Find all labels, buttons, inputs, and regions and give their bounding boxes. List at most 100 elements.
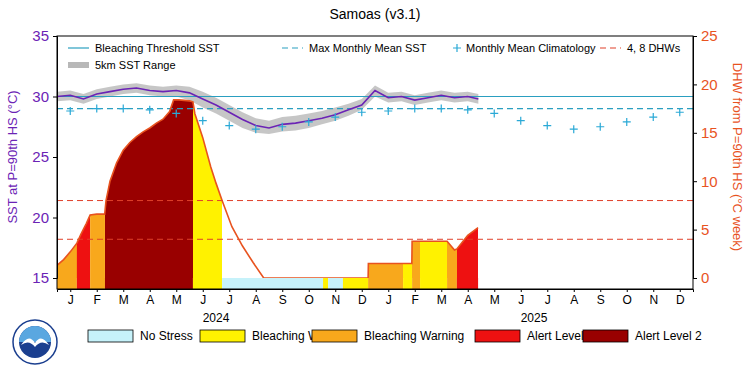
climatology-marker — [543, 122, 551, 130]
y-axis-title: SST at P=90th HS (°C) — [5, 90, 20, 223]
climatology-marker — [199, 117, 207, 125]
stress-segment — [105, 278, 193, 289]
x-axis-tick-label: A — [570, 293, 578, 307]
climatology-marker — [225, 122, 233, 130]
legend-label: 5km SST Range — [95, 59, 176, 71]
logo — [13, 320, 57, 364]
stress-segment — [403, 278, 412, 289]
x-axis-tick: J — [386, 289, 392, 307]
stress-legend-label: Bleaching Warning — [364, 329, 464, 343]
y2-axis-tick: 25 — [693, 27, 718, 44]
x-axis-tick: J — [518, 289, 524, 307]
x-axis-tick-label: N — [649, 293, 658, 307]
chart-title: Samoas (v3.1) — [329, 6, 420, 22]
stress-legend-swatch — [200, 330, 245, 342]
climatology-marker — [464, 106, 472, 114]
legend-item: Bleaching Threshold SST — [68, 42, 220, 54]
stress-legend-swatch — [475, 330, 520, 342]
legend-symbol — [600, 47, 621, 48]
logo-gull — [21, 338, 49, 347]
x-axis-tick-label: F — [412, 293, 419, 307]
x-axis-tick: A — [146, 289, 154, 307]
stress-legend-item: Bleaching Warning — [312, 329, 464, 343]
climatology-marker — [93, 105, 101, 113]
climatology-marker — [596, 123, 604, 131]
stress-fill — [193, 100, 222, 278]
y-axis-tick: 35 — [32, 27, 57, 44]
y-axis-tick-mark — [53, 97, 57, 98]
x-axis-tick: A — [570, 289, 578, 307]
stress-segment — [323, 278, 328, 289]
stress-fill-group — [412, 100, 420, 278]
y-axis-tick: 15 — [32, 269, 57, 286]
y-axis-tick: 20 — [32, 209, 57, 226]
legend-item: Monthly Mean Climatology — [453, 42, 596, 54]
x-axis-tick-label: A — [464, 293, 472, 307]
stress-fill — [105, 100, 193, 278]
y2-axis-title: DHW from P=90th HS (°C week) — [730, 63, 745, 251]
legend-symbol — [68, 62, 89, 68]
stress-fill-group — [77, 100, 90, 278]
climatology-marker — [437, 105, 445, 113]
climatology-marker — [172, 109, 180, 117]
climatology-marker — [676, 108, 684, 116]
stress-legend: No StressBleaching WatchBleaching Warnin… — [88, 329, 702, 343]
y-axis-tick-label: 30 — [32, 88, 49, 105]
stress-legend-item: Alert Level 2 — [583, 329, 702, 343]
y-axis-tick-mark — [53, 36, 57, 37]
stress-segment — [57, 278, 77, 289]
legend-label: Monthly Mean Climatology — [466, 42, 596, 54]
x-axis-tick: N — [331, 289, 340, 307]
y2-axis-tick-mark — [693, 133, 697, 134]
stress-segment — [457, 278, 478, 289]
x-axis-tick-label: D — [676, 293, 685, 307]
x-axis-tick-label: J — [227, 293, 233, 307]
climatology-marker — [331, 113, 339, 121]
stress-fill-group — [447, 100, 457, 278]
y2-axis-tick-label: 15 — [701, 124, 718, 141]
y2-axis-tick-mark — [693, 278, 697, 279]
climatology-marker — [358, 108, 366, 116]
stress-legend-swatch — [312, 330, 357, 342]
x-axis-tick: F — [412, 289, 419, 307]
x-axis-tick: J — [227, 289, 233, 307]
stress-legend-label: No Stress — [140, 329, 193, 343]
year-label: 2024 — [203, 311, 230, 325]
x-axis-tick: J — [545, 289, 551, 307]
x-axis-tick: F — [94, 289, 101, 307]
x-axis-tick-label: S — [279, 293, 287, 307]
y2-axis-tick-mark — [693, 181, 697, 182]
background — [0, 0, 750, 375]
x-axis-tick: M — [437, 289, 447, 307]
climatology-marker — [570, 125, 578, 133]
climatology-marker — [411, 105, 419, 113]
logo-ring — [13, 320, 57, 364]
climatology-marker — [490, 109, 498, 117]
x-axis-tick-label: J — [200, 293, 206, 307]
x-axis-tick: A — [464, 289, 472, 307]
stress-segment — [193, 278, 222, 289]
y2-axis-tick-mark — [693, 230, 697, 231]
climatology-marker — [146, 106, 154, 114]
y-axis: 1520253035 — [32, 27, 57, 286]
threshold-line — [57, 96, 693, 97]
x-axis-tick-label: M — [119, 293, 129, 307]
legend: Bleaching Threshold SST Max Monthly Mean … — [68, 42, 681, 71]
climatology-marker — [66, 107, 74, 115]
stress-fill — [77, 100, 90, 278]
stress-segment — [328, 278, 343, 289]
climatology-marker — [649, 113, 657, 121]
reference-line — [57, 239, 693, 240]
x-axis-tick: A — [252, 289, 260, 307]
x-axis-tick-label: J — [68, 293, 74, 307]
x-axis-tick-label: A — [146, 293, 154, 307]
stress-fill-group — [368, 100, 403, 278]
x-axis-tick-label: D — [358, 293, 367, 307]
legend-label: 4, 8 DHWs — [627, 42, 681, 54]
stress-fill-group — [420, 100, 447, 278]
stress-fill — [323, 100, 328, 278]
stress-segment — [90, 278, 105, 289]
logo-sky — [19, 326, 51, 342]
stress-fill-group — [323, 100, 328, 278]
legend-item: Max Monthly Mean SST — [282, 42, 427, 54]
